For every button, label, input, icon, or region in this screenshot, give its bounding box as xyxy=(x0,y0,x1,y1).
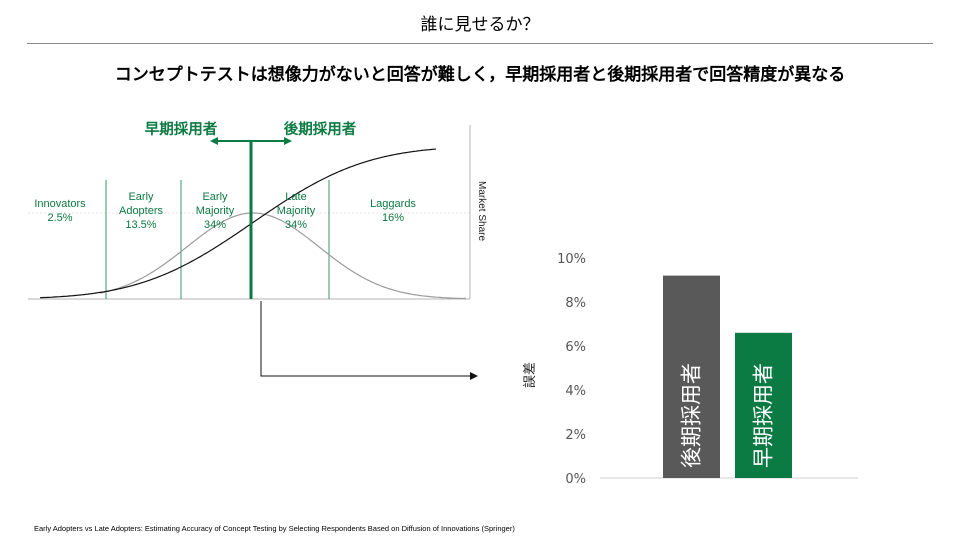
segment-early-majority-line2: Majority xyxy=(196,205,235,217)
source-citation: Early Adopters vs Late Adopters: Estimat… xyxy=(34,524,515,533)
error-bar-chart: 誤差 0% 2% 4% 6% 8% 10% 後期採用者 早期採用者 xyxy=(522,252,858,487)
segment-innovators-name: Innovators xyxy=(34,198,86,210)
connector-arrow-icon xyxy=(470,372,478,380)
segment-early-adopters-line2: Adopters xyxy=(119,205,164,217)
market-share-label: Market Share xyxy=(476,181,487,241)
connector-line xyxy=(260,301,472,377)
segment-early-adopters-share: 13.5% xyxy=(125,219,156,231)
bar-late-adopters xyxy=(663,275,720,478)
late-adopters-label: 後期採用者 xyxy=(284,120,357,138)
bar-category-label: 早期採用者 xyxy=(752,363,776,468)
arrow-left-icon xyxy=(210,137,218,145)
segment-late-majority-line1: Late xyxy=(285,191,306,203)
segment-innovators-share: 2.5% xyxy=(47,212,72,224)
segment-early-adopters-line1: Early xyxy=(128,191,154,203)
segment-early-majority-share: 34% xyxy=(204,219,226,231)
y-tick-label: 0% xyxy=(565,472,586,487)
diffusion-diagram: 早期採用者 後期採用者 Market Share Innovators 2.5%… xyxy=(28,120,487,300)
segment-early-majority-line1: Early xyxy=(202,191,228,203)
y-tick-label: 2% xyxy=(565,428,586,443)
y-tick-label: 6% xyxy=(565,340,586,355)
page-title: 誰に見せるか？ xyxy=(420,15,540,35)
early-adopters-label: 早期採用者 xyxy=(145,120,218,138)
adoption-bell-curve xyxy=(99,212,466,300)
market-share-s-curve xyxy=(39,148,437,299)
segment-laggards-name: Laggards xyxy=(370,198,416,210)
y-tick-label: 10% xyxy=(557,252,586,267)
arrow-right-icon xyxy=(284,137,292,145)
y-tick-label: 8% xyxy=(565,296,586,311)
y-axis-title: 誤差 xyxy=(522,362,538,388)
bar-early-adopters xyxy=(735,332,792,478)
segment-late-majority-line2: Majority xyxy=(277,205,316,217)
bar-category-label: 後期採用者 xyxy=(680,363,704,468)
title-divider xyxy=(27,43,933,44)
y-tick-label: 4% xyxy=(565,384,586,399)
headline: コンセプトテストは想像力がないと回答が難しく，早期採用者と後期採用者で回答精度が… xyxy=(114,65,846,85)
segment-laggards-share: 16% xyxy=(382,212,404,224)
segment-late-majority-share: 34% xyxy=(285,219,307,231)
